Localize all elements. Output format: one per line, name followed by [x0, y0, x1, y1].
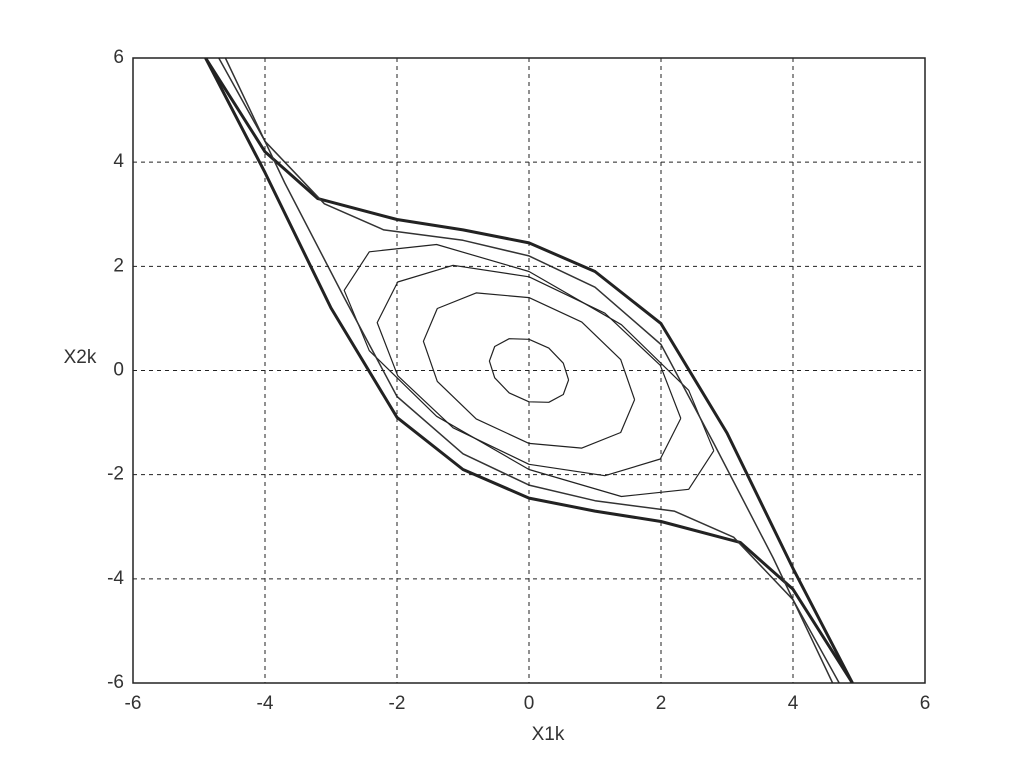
- y-tick-label: 6: [113, 47, 124, 68]
- trajectory: [422, 292, 636, 449]
- y-tick-label: -6: [107, 672, 124, 693]
- y-tick-label: -2: [107, 464, 124, 485]
- plot-frame: [132, 57, 926, 684]
- x-axis-label: X1k: [532, 724, 565, 745]
- x-tick-label: 2: [656, 693, 667, 714]
- x-tick-label: 4: [788, 693, 799, 714]
- y-tick-label: 2: [113, 255, 124, 276]
- x-tick-label: 6: [920, 693, 931, 714]
- y-tick-label: -4: [107, 568, 124, 589]
- trajectory: [343, 243, 715, 498]
- x-tick-label: -2: [389, 693, 406, 714]
- trajectory: [488, 338, 570, 403]
- y-axis-label: X2k: [64, 347, 97, 368]
- y-tick-label: 0: [113, 360, 124, 381]
- x-tick-label: 0: [524, 693, 535, 714]
- x-tick-label: -6: [125, 693, 142, 714]
- trajectory: [376, 264, 682, 477]
- y-tick-label: 4: [113, 151, 124, 172]
- x-tick-label: -4: [257, 693, 274, 714]
- trajectory: [218, 58, 834, 683]
